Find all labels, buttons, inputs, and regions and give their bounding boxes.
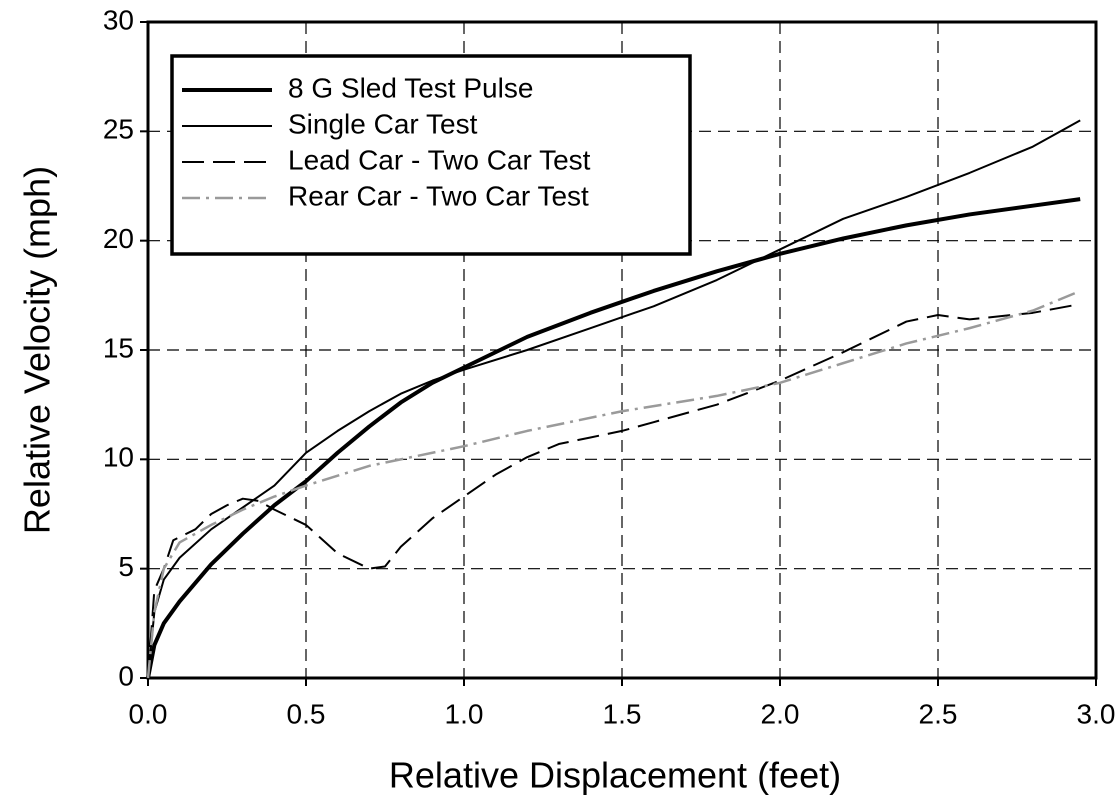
- y-tick-label: 15: [103, 332, 134, 363]
- x-tick-label: 1.0: [445, 698, 484, 729]
- y-tick-label: 25: [103, 114, 134, 145]
- x-tick-label: 3.0: [1077, 698, 1116, 729]
- x-tick-label: 1.5: [603, 698, 642, 729]
- x-tick-label: 2.0: [761, 698, 800, 729]
- x-tick-label: 0.5: [287, 698, 326, 729]
- x-axis-title: Relative Displacement (feet): [389, 755, 841, 796]
- series-line: [146, 289, 1081, 679]
- series-line: [147, 303, 1081, 679]
- plot-frame: [146, 20, 1098, 680]
- legend-label: Single Car Test: [288, 108, 478, 139]
- x-tick-label: 2.5: [919, 698, 958, 729]
- y-axis-title: Relative Velocity (mph): [17, 166, 58, 534]
- legend-label: Rear Car - Two Car Test: [288, 180, 589, 211]
- legend-label: Lead Car - Two Car Test: [288, 144, 591, 175]
- y-tick-label: 10: [103, 442, 134, 473]
- series-line: [147, 119, 1081, 679]
- series-line: [146, 197, 1081, 679]
- y-tick-label: 20: [103, 223, 134, 254]
- legend-label: 8 G Sled Test Pulse: [288, 72, 533, 103]
- x-tick-label: 0.0: [129, 698, 168, 729]
- y-tick-label: 30: [103, 4, 134, 35]
- y-tick-label: 5: [118, 551, 134, 582]
- y-tick-label: 0: [118, 660, 134, 691]
